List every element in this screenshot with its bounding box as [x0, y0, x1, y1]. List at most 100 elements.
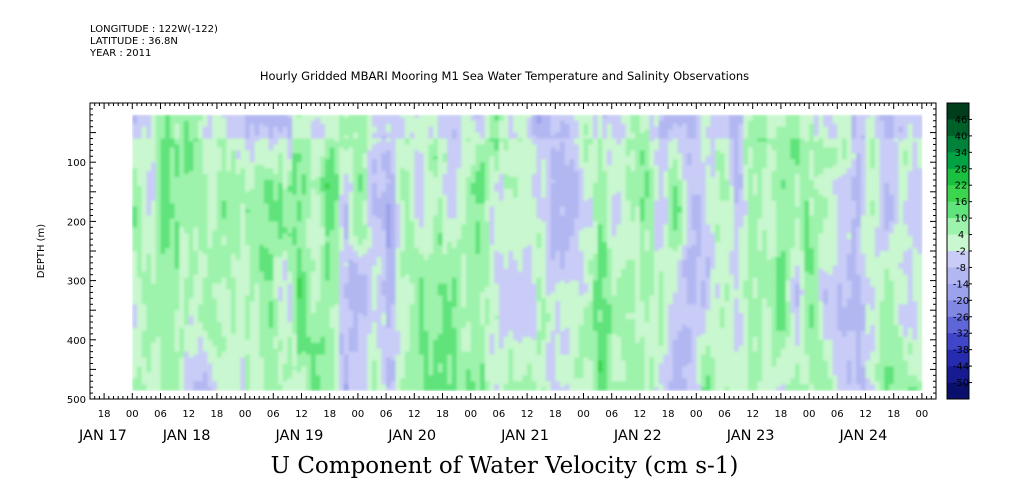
- heatmap-cell: [226, 227, 232, 231]
- heatmap-cell: [254, 168, 260, 172]
- heatmap-cell: [254, 171, 260, 175]
- heatmap-cell: [278, 310, 284, 314]
- heatmap-cell: [132, 286, 138, 291]
- heatmap-cell: [231, 345, 237, 350]
- heatmap-cell: [169, 375, 176, 379]
- heatmap-cell: [245, 378, 251, 382]
- heatmap-cell: [343, 387, 350, 391]
- heatmap-cell: [179, 162, 185, 166]
- heatmap-cell: [188, 378, 194, 382]
- heatmap-cell: [240, 147, 246, 151]
- heatmap-cell: [212, 354, 218, 359]
- heatmap-cell: [212, 262, 218, 267]
- heatmap-cell: [174, 168, 180, 172]
- heatmap-cell: [296, 168, 303, 172]
- heatmap-cell: [235, 162, 241, 166]
- heatmap-cell: [292, 253, 298, 258]
- heatmap-cell: [155, 253, 162, 258]
- heatmap-cell: [151, 239, 157, 243]
- heatmap-cell: [155, 307, 162, 311]
- heatmap-cell: [263, 274, 270, 279]
- heatmap-cell: [198, 188, 204, 193]
- heatmap-cell: [282, 342, 288, 347]
- heatmap-cell: [216, 304, 223, 308]
- heatmap-cell: [245, 251, 251, 255]
- heatmap-cell: [231, 333, 237, 338]
- heatmap-cell: [263, 200, 270, 205]
- heatmap-cell: [188, 351, 194, 356]
- heatmap-cell: [249, 336, 256, 341]
- heatmap-cell: [278, 218, 284, 222]
- heatmap-cell: [235, 203, 241, 208]
- heatmap-cell: [207, 298, 213, 302]
- heatmap-cell: [292, 366, 298, 370]
- heatmap-cell: [292, 209, 298, 214]
- heatmap-cell: [188, 274, 194, 279]
- heatmap-cell: [268, 215, 274, 220]
- heatmap-cell: [169, 168, 176, 172]
- heatmap-cell: [207, 351, 213, 356]
- heatmap-cell: [278, 330, 284, 335]
- heatmap-cell: [263, 333, 270, 338]
- heatmap-cell: [235, 150, 241, 154]
- heatmap-cell: [188, 135, 194, 140]
- heatmap-cell: [287, 123, 293, 128]
- heatmap-cell: [151, 286, 157, 291]
- heatmap-cell: [160, 171, 166, 175]
- heatmap-cell: [221, 339, 227, 344]
- heatmap-cell: [249, 301, 256, 305]
- heatmap-cell: [202, 345, 209, 350]
- heatmap-cell: [141, 135, 147, 140]
- heatmap-cell: [259, 342, 265, 347]
- heatmap-cell: [184, 212, 190, 217]
- heatmap-cell: [146, 313, 152, 317]
- heatmap-cell: [235, 221, 241, 225]
- heatmap-cell: [132, 159, 138, 163]
- heatmap-cell: [278, 117, 284, 122]
- heatmap-cell: [240, 363, 246, 368]
- heatmap-cell: [169, 372, 176, 376]
- heatmap-cell: [282, 123, 288, 128]
- heatmap-cell: [231, 378, 237, 382]
- heatmap-cell: [188, 191, 194, 196]
- heatmap-cell: [235, 135, 241, 140]
- heatmap-cell: [254, 330, 260, 335]
- heatmap-cell: [188, 185, 194, 190]
- heatmap-cell: [292, 159, 298, 163]
- heatmap-cell: [184, 200, 190, 205]
- heatmap-cell: [132, 114, 138, 119]
- heatmap-cell: [212, 259, 218, 264]
- heatmap-cell: [169, 253, 176, 258]
- heatmap-cell: [160, 245, 166, 249]
- heatmap-cell: [245, 384, 251, 388]
- heatmap-cell: [273, 372, 279, 376]
- heatmap-cell: [207, 381, 213, 385]
- heatmap-cell: [155, 348, 162, 353]
- heatmap-cell: [132, 117, 138, 122]
- heatmap-cell: [282, 274, 288, 279]
- heatmap-cell: [268, 153, 274, 157]
- heatmap-cell: [198, 319, 204, 323]
- heatmap-cell: [188, 292, 194, 296]
- heatmap-cell: [169, 336, 176, 341]
- heatmap-cell: [245, 339, 251, 344]
- heatmap-cell: [160, 239, 166, 243]
- heatmap-cell: [198, 227, 204, 231]
- heatmap-cell: [282, 126, 288, 131]
- heatmap-cell: [254, 283, 260, 288]
- heatmap-cell: [221, 286, 227, 291]
- heatmap-cell: [259, 381, 265, 385]
- heatmap-cell: [320, 387, 326, 391]
- heatmap-cell: [245, 233, 251, 237]
- heatmap-cell: [287, 378, 293, 382]
- heatmap-cell: [249, 242, 256, 246]
- heatmap-cell: [296, 336, 303, 341]
- heatmap-cell: [287, 162, 293, 166]
- heatmap-cell: [254, 271, 260, 276]
- heatmap-cell: [141, 153, 147, 157]
- heatmap-cell: [263, 286, 270, 291]
- heatmap-cell: [240, 236, 246, 240]
- heatmap-cell: [207, 262, 213, 267]
- heatmap-cell: [282, 277, 288, 282]
- heatmap-cell: [263, 381, 270, 385]
